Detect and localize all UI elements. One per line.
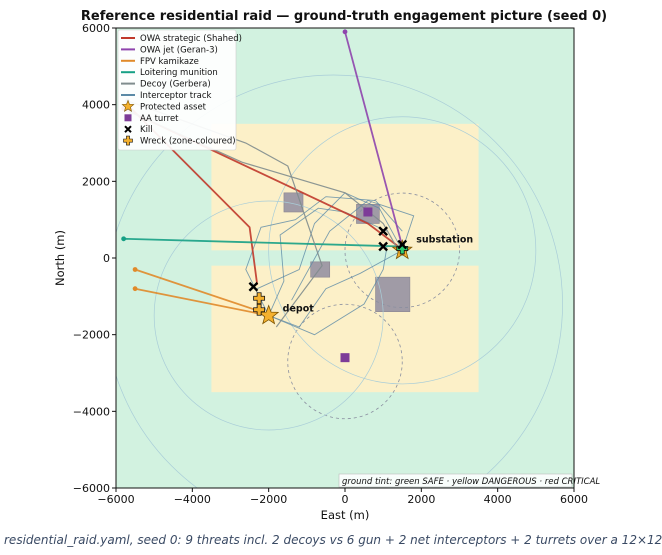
threat-origin-5 (121, 236, 127, 242)
legend-label-3: Loitering munition (140, 68, 218, 78)
range-ring-3 (268, 116, 537, 385)
asset-depot (258, 304, 280, 325)
axes: −6000−6000 −4000 −4000 −2000 −2000 0 0 2000 2000… (73, 22, 588, 506)
ground-note: ground tint: green SAFE · yellow DANGERO… (338, 473, 600, 488)
legend-box (117, 29, 237, 151)
legend-label-4: Decoy (Gerbera) (140, 80, 211, 90)
x-tick-label: 2000 (407, 493, 435, 506)
x-tick-label: 6000 (560, 493, 588, 506)
interceptor-track-4 (268, 246, 388, 336)
legend-swatch-7 (124, 114, 132, 122)
x-tick-label: −2000 (250, 493, 287, 506)
asset-label-substation: substation (416, 234, 473, 245)
ground-note-text: ground tint: green SAFE · yellow DANGERO… (342, 477, 600, 487)
threat-track-fpv-4 (134, 287, 269, 317)
kill-3 (397, 239, 408, 250)
legend-label-8: Kill (140, 125, 153, 135)
figure-caption: residential_raid.yaml, seed 0: 9 threats… (4, 533, 662, 547)
x-tick-label: −4000 (174, 493, 211, 506)
range-ring-0 (344, 192, 460, 308)
markers: depot substation (248, 207, 473, 363)
wreck-0 (253, 292, 266, 305)
y-tick-label: −2000 (73, 329, 110, 342)
engagement-chart: Reference residential raid — ground-trut… (53, 9, 607, 522)
y-tick-label: −4000 (73, 405, 110, 418)
y-tick-label: 6000 (82, 22, 110, 35)
kill-2 (378, 241, 389, 252)
threat-origin-2 (342, 29, 348, 35)
chart-title: Reference residential raid — ground-trut… (81, 9, 607, 24)
threat-track-loitering-5 (123, 237, 403, 248)
kill-1 (378, 226, 389, 237)
y-tick-label: −6000 (73, 482, 110, 495)
legend-label-0: OWA strategic (Shahed) (140, 34, 242, 44)
range-rings (116, 74, 563, 488)
legend-label-2: FPV kamikaze (140, 57, 199, 67)
legend-label-9: Wreck (zone-coloured) (140, 137, 236, 147)
x-axis-label: East (m) (321, 508, 370, 522)
y-tick-label: 0 (103, 252, 110, 265)
legend-label-5: Interceptor track (140, 91, 212, 101)
legend-swatch-6 (121, 99, 135, 112)
interceptor-track-2 (257, 192, 403, 290)
y-tick-label: 2000 (82, 175, 110, 188)
x-tick-label: 0 (342, 493, 349, 506)
threat-track-owa_jet-2 (344, 31, 404, 247)
threat-origin-4 (132, 286, 138, 292)
interceptor-track-0 (245, 196, 403, 316)
zone-0 (211, 123, 479, 251)
threat-origin-3 (132, 267, 138, 272)
asset-label-depot: depot (283, 304, 315, 315)
legend-swatch-8 (124, 125, 132, 133)
danger-zones (211, 123, 479, 393)
legend: OWA strategic (Shahed)OWA jet (Geran-3) F… (117, 29, 242, 151)
range-ring-4 (116, 74, 563, 488)
building-2 (310, 261, 331, 278)
legend-label-7: AA turret (140, 114, 179, 124)
wreck-1 (253, 303, 266, 316)
y-axis-label: North (m) (53, 230, 67, 286)
x-tick-label: −6000 (97, 493, 134, 506)
interceptor-tracks (245, 192, 415, 336)
y-tick-label: 4000 (82, 99, 110, 112)
buildings (283, 192, 411, 312)
threat-track-fpv-3 (134, 268, 262, 313)
interceptor-track-3 (268, 249, 403, 328)
interceptor-track-5 (291, 199, 415, 301)
range-ring-2 (153, 200, 384, 431)
kill-0 (248, 281, 259, 292)
building-3 (375, 276, 411, 312)
x-tick-label: 4000 (484, 493, 512, 506)
legend-label-6: Protected asset (140, 102, 207, 112)
turret-1 (363, 207, 373, 217)
turret-0 (340, 353, 350, 363)
legend-label-1: OWA jet (Geran-3) (140, 45, 218, 55)
range-ring-1 (287, 303, 403, 420)
legend-swatch-9 (123, 135, 133, 146)
